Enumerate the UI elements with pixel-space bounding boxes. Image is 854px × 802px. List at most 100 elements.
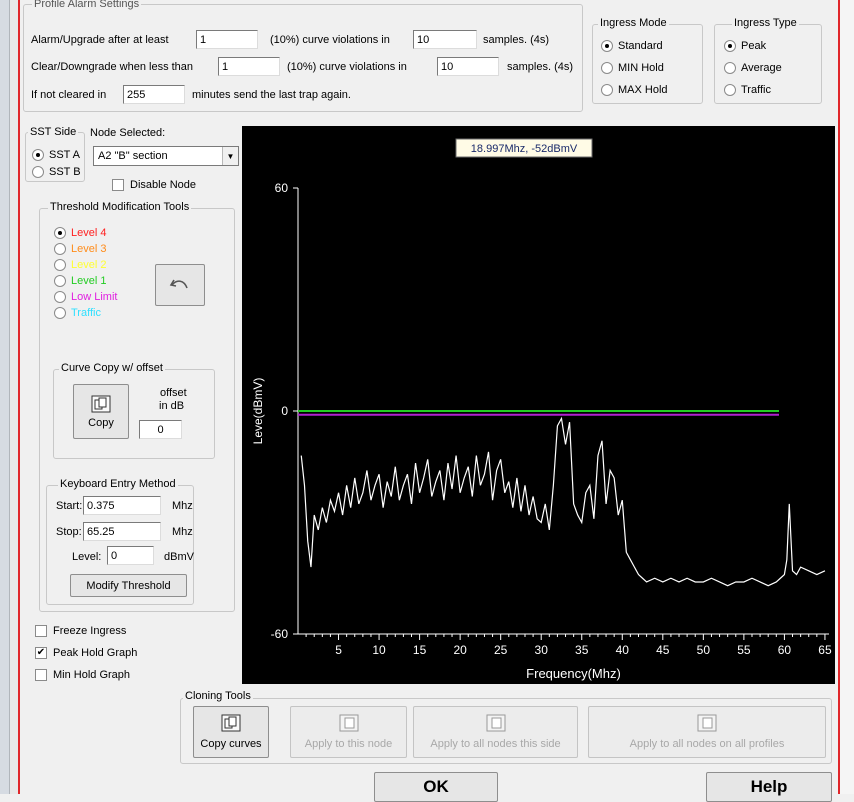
x-tick-label: 20 bbox=[453, 643, 467, 657]
spectrum-chart-area[interactable] bbox=[242, 126, 835, 684]
radio-dot-icon bbox=[724, 40, 736, 52]
curve-copy-label: Copy bbox=[88, 416, 114, 429]
radio-dot-icon bbox=[54, 291, 66, 303]
stop-label: Stop: bbox=[56, 526, 82, 538]
ok-button[interactable]: OK bbox=[374, 772, 498, 802]
copy-icon bbox=[91, 395, 111, 412]
x-tick-label: 40 bbox=[616, 643, 630, 657]
node-selected-dropdown[interactable]: A2 "B" section ▼ bbox=[93, 146, 239, 166]
x-tick-label: 15 bbox=[413, 643, 427, 657]
modify-threshold-button[interactable]: Modify Threshold bbox=[70, 574, 187, 597]
apply-to-all-nodes-all-profiles-button[interactable]: Apply to all nodes on all profiles bbox=[588, 706, 826, 758]
radio-dot-icon bbox=[601, 62, 613, 74]
sst-a-radio[interactable]: SST A bbox=[32, 149, 80, 161]
paste-icon bbox=[339, 714, 358, 732]
chevron-down-icon[interactable]: ▼ bbox=[222, 147, 238, 165]
cloning-tools-title: Cloning Tools bbox=[183, 690, 253, 702]
radio-dot-icon bbox=[54, 243, 66, 255]
x-tick-label: 65 bbox=[818, 643, 832, 657]
ingress-mode-standard-radio[interactable]: Standard bbox=[601, 40, 663, 52]
not-cleared-suffix-label: minutes send the last trap again. bbox=[192, 89, 351, 101]
checkbox-box-icon bbox=[35, 625, 47, 637]
ingress-type-traffic-radio[interactable]: Traffic bbox=[724, 84, 771, 96]
not-cleared-minutes-input[interactable]: 255 bbox=[123, 85, 185, 104]
radio-dot-icon bbox=[32, 166, 44, 178]
min-hold-graph-checkbox[interactable]: Min Hold Graph bbox=[35, 669, 130, 681]
offset-unit-label: in dB bbox=[159, 400, 185, 412]
offset-input[interactable]: 0 bbox=[139, 420, 182, 439]
ingress-spectrum-line bbox=[300, 416, 826, 587]
copy-icon bbox=[221, 714, 241, 732]
undo-button[interactable] bbox=[155, 264, 205, 306]
help-button[interactable]: Help bbox=[706, 772, 832, 802]
radio-dot-icon bbox=[54, 275, 66, 287]
ingress-mode-min-hold-radio[interactable]: MIN Hold bbox=[601, 62, 664, 74]
background-right-strip bbox=[840, 0, 854, 794]
cursor-tooltip-text: 18.997Mhz, -52dBmV bbox=[471, 143, 578, 155]
alarm-upgrade-count-input[interactable]: 1 bbox=[196, 30, 258, 49]
ingress-mode-max-hold-radio[interactable]: MAX Hold bbox=[601, 84, 668, 96]
copy-curves-button[interactable]: Copy curves bbox=[193, 706, 269, 758]
checkbox-box-icon bbox=[112, 179, 124, 191]
paste-icon bbox=[697, 714, 717, 732]
radio-dot-icon bbox=[601, 84, 613, 96]
y-tick-label: 0 bbox=[281, 404, 288, 418]
threshold-level-radio[interactable]: Level 3 bbox=[54, 243, 106, 255]
y-tick-label: -60 bbox=[271, 627, 289, 641]
level-input[interactable]: 0 bbox=[107, 546, 154, 565]
clear-downgrade-samples-label: samples. (4s) bbox=[507, 61, 574, 73]
y-tick-label: 60 bbox=[275, 181, 289, 195]
ingress-type-average-radio[interactable]: Average bbox=[724, 62, 782, 74]
start-label: Start: bbox=[56, 500, 83, 512]
x-tick-label: 45 bbox=[656, 643, 670, 657]
node-selected-label: Node Selected: bbox=[90, 127, 166, 139]
undo-arrow-icon bbox=[169, 279, 188, 289]
threshold-level-radio[interactable]: Low Limit bbox=[54, 291, 117, 303]
threshold-level-radio[interactable]: Traffic bbox=[54, 307, 101, 319]
keyboard-entry-title: Keyboard Entry Method bbox=[58, 478, 178, 490]
radio-dot-icon bbox=[601, 40, 613, 52]
offset-label: offset bbox=[160, 387, 187, 399]
spectrum-chart[interactable]: 60 0 -60 5 10 15 20 25 30 35 40 45 50 55 60 65 Frequency… bbox=[242, 126, 835, 684]
ingress-type-peak-radio[interactable]: Peak bbox=[724, 40, 766, 52]
threshold-level-radio[interactable]: Level 1 bbox=[54, 275, 106, 287]
window-border-right bbox=[838, 0, 840, 794]
x-axis-label: Frequency(Mhz) bbox=[526, 666, 621, 681]
alarm-upgrade-samples-input[interactable]: 10 bbox=[413, 30, 477, 49]
threshold-level-radio[interactable]: Level 2 bbox=[54, 259, 106, 271]
clear-downgrade-label: Clear/Downgrade when less than bbox=[31, 61, 194, 73]
clear-downgrade-violations-label: (10%) curve violations in bbox=[287, 61, 407, 73]
cursor-tooltip-box bbox=[455, 138, 593, 158]
not-cleared-label: If not cleared in bbox=[31, 89, 107, 101]
peak-hold-graph-checkbox[interactable]: ✔ Peak Hold Graph bbox=[35, 647, 138, 659]
alarm-upgrade-label: Alarm/Upgrade after at least bbox=[31, 34, 169, 46]
apply-to-all-nodes-this-side-button[interactable]: Apply to all nodes this side bbox=[413, 706, 578, 758]
radio-dot-icon bbox=[724, 62, 736, 74]
x-tick-label: 35 bbox=[575, 643, 589, 657]
clear-downgrade-count-input[interactable]: 1 bbox=[218, 57, 280, 76]
stop-unit-label: Mhz bbox=[172, 526, 193, 538]
checkmark-icon: ✔ bbox=[35, 647, 47, 659]
apply-to-this-node-button[interactable]: Apply to this node bbox=[290, 706, 407, 758]
background-window-edge bbox=[0, 0, 10, 794]
disable-node-checkbox[interactable]: Disable Node bbox=[112, 179, 196, 191]
cloning-tools-group bbox=[180, 698, 832, 764]
level-unit-label: dBmV bbox=[164, 551, 194, 563]
y-axis-label: Leve(dBmV) bbox=[251, 378, 265, 445]
radio-dot-icon bbox=[54, 307, 66, 319]
x-tick-label: 25 bbox=[494, 643, 508, 657]
x-tick-label: 55 bbox=[737, 643, 751, 657]
stop-input[interactable]: 65.25 bbox=[83, 522, 161, 541]
curve-copy-button[interactable]: Copy bbox=[73, 384, 129, 439]
start-input[interactable]: 0.375 bbox=[83, 496, 161, 515]
clear-downgrade-samples-input[interactable]: 10 bbox=[437, 57, 499, 76]
sst-b-radio[interactable]: SST B bbox=[32, 166, 81, 178]
freeze-ingress-checkbox[interactable]: Freeze Ingress bbox=[35, 625, 126, 637]
window-border-left bbox=[18, 0, 20, 794]
radio-dot-icon bbox=[54, 227, 66, 239]
x-tick-label: 5 bbox=[335, 643, 342, 657]
curve-copy-title: Curve Copy w/ offset bbox=[59, 362, 165, 374]
threshold-level-radio[interactable]: Level 4 bbox=[54, 227, 106, 239]
node-selected-value: A2 "B" section bbox=[98, 150, 168, 162]
profile-alarm-title: Profile Alarm Settings bbox=[32, 0, 142, 10]
